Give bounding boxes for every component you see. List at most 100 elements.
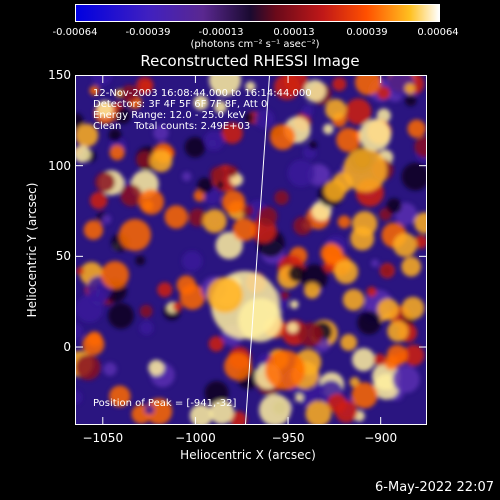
- intensity-blob: [357, 310, 381, 335]
- intensity-blob: [91, 75, 112, 86]
- intensity-blob: [384, 355, 399, 371]
- intensity-blob: [96, 100, 113, 118]
- intensity-blob: [387, 320, 409, 342]
- intensity-blob: [355, 75, 382, 96]
- intensity-blob: [254, 109, 275, 129]
- intensity-blob: [188, 208, 207, 227]
- chart-title: Reconstructed RHESSI Image: [140, 52, 360, 70]
- plot-frame: [75, 75, 427, 425]
- intensity-blob: [221, 122, 243, 144]
- intensity-blob: [120, 184, 143, 207]
- intensity-blob: [109, 145, 125, 161]
- intensity-blob: [153, 125, 169, 141]
- intensity-blob: [184, 136, 206, 158]
- intensity-blob: [193, 95, 209, 111]
- intensity-blob: [401, 162, 427, 191]
- intensity-blob: [135, 255, 146, 266]
- x-tick-label: −950: [271, 431, 305, 445]
- intensity-blob: [350, 226, 375, 251]
- intensity-blob: [325, 98, 347, 121]
- colorbar-tick: -0.00013: [198, 27, 244, 38]
- y-tick-label: 150: [48, 68, 71, 82]
- intensity-blob: [403, 344, 425, 366]
- intensity-blob: [407, 119, 426, 138]
- footer-date: 6-May-2022 22:07: [375, 480, 494, 495]
- intensity-blob: [244, 113, 254, 123]
- intensity-blob: [376, 86, 391, 100]
- intensity-blob: [352, 348, 376, 372]
- intensity-blob: [304, 282, 321, 299]
- limb-line: [244, 75, 271, 425]
- intensity-blob: [280, 291, 290, 300]
- y-tick-label: 100: [48, 158, 71, 173]
- intensity-blob: [257, 206, 278, 227]
- intensity-blob: [149, 149, 173, 173]
- intensity-blob: [337, 215, 351, 229]
- intensity-blob: [298, 322, 323, 347]
- intensity-blob: [76, 267, 85, 275]
- colorbar: [75, 4, 440, 22]
- intensity-blob: [216, 181, 225, 190]
- x-tick-label: −1050: [82, 431, 124, 445]
- intensity-blob: [376, 108, 391, 123]
- intensity-blob: [229, 411, 247, 425]
- x-axis-label: Heliocentric X (arcsec): [180, 448, 316, 462]
- time-range-text: 12-Nov-2003 16:08:44.000 to 16:14:44.000: [93, 88, 312, 99]
- intensity-blob: [274, 75, 300, 100]
- intensity-blob: [373, 353, 386, 366]
- peak-position-text: Position of Peak = [-941,-32]: [93, 398, 237, 409]
- intensity-blob: [108, 302, 134, 329]
- intensity-blob: [313, 165, 331, 183]
- intensity-blob: [287, 322, 299, 334]
- intensity-blob: [334, 259, 359, 284]
- intensity-blob: [164, 205, 188, 229]
- intensity-blob: [259, 394, 291, 425]
- intensity-blob: [140, 80, 152, 92]
- intensity-blob: [108, 128, 122, 142]
- intensity-blob: [75, 390, 82, 405]
- intensity-blob: [274, 190, 289, 205]
- intensity-blob: [136, 151, 154, 169]
- energy-range-text: Energy Range: 12.0 - 25.0 keV: [93, 110, 246, 121]
- intensity-blob: [393, 233, 417, 257]
- intensity-blob: [75, 145, 91, 163]
- intensity-blob: [210, 166, 226, 182]
- intensity-blob: [101, 214, 112, 224]
- colorbar-tick: 0.00064: [417, 27, 459, 38]
- x-tick-label: −900: [364, 431, 398, 445]
- intensity-blob: [75, 354, 101, 381]
- intensity-blob: [414, 235, 427, 249]
- intensity-blob: [86, 331, 103, 347]
- intensity-blob: [232, 217, 256, 242]
- y-axis-label: Heliocentric Y (arcsec): [25, 182, 39, 318]
- intensity-blob: [401, 296, 425, 320]
- intensity-blob: [414, 136, 427, 158]
- intensity-blob: [109, 385, 131, 407]
- intensity-blob: [323, 123, 334, 135]
- intensity-blob: [144, 404, 155, 415]
- intensity-blob: [209, 75, 241, 96]
- intensity-blob: [114, 108, 131, 124]
- intensity-blob: [75, 323, 84, 340]
- intensity-blob: [301, 105, 314, 117]
- clean-counts-text: Clean Total counts: 2.49E+03: [93, 121, 251, 132]
- intensity-blob: [320, 242, 342, 264]
- intensity-blob: [208, 139, 217, 148]
- intensity-blob: [238, 298, 282, 342]
- colorbar-tick: 0.00013: [273, 27, 315, 38]
- intensity-blob: [269, 124, 296, 150]
- intensity-blob: [351, 382, 378, 409]
- intensity-blob: [290, 300, 299, 309]
- intensity-blob: [381, 265, 393, 277]
- intensity-blob: [295, 393, 304, 402]
- intensity-blob: [242, 204, 254, 217]
- intensity-blob: [224, 352, 252, 381]
- colorbar-tick: 0.00039: [346, 27, 388, 38]
- intensity-blob: [265, 350, 305, 390]
- intensity-blob: [83, 220, 104, 240]
- intensity-blob: [103, 362, 117, 376]
- intensity-blob: [404, 83, 416, 94]
- intensity-blob: [182, 251, 203, 272]
- intensity-blob: [245, 81, 256, 92]
- intensity-blob: [157, 282, 173, 298]
